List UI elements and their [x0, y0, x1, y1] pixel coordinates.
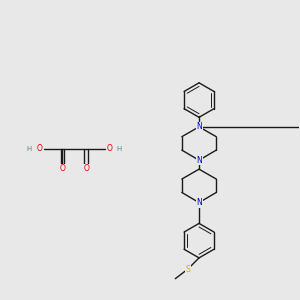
- Text: O: O: [36, 144, 42, 153]
- Text: H: H: [26, 146, 32, 152]
- Text: N: N: [196, 198, 202, 207]
- Text: N: N: [196, 122, 202, 131]
- Text: H: H: [117, 146, 122, 152]
- Text: N: N: [196, 156, 202, 165]
- Text: O: O: [106, 144, 112, 153]
- Text: O: O: [59, 164, 65, 173]
- Text: O: O: [83, 164, 89, 173]
- Text: S: S: [185, 265, 190, 274]
